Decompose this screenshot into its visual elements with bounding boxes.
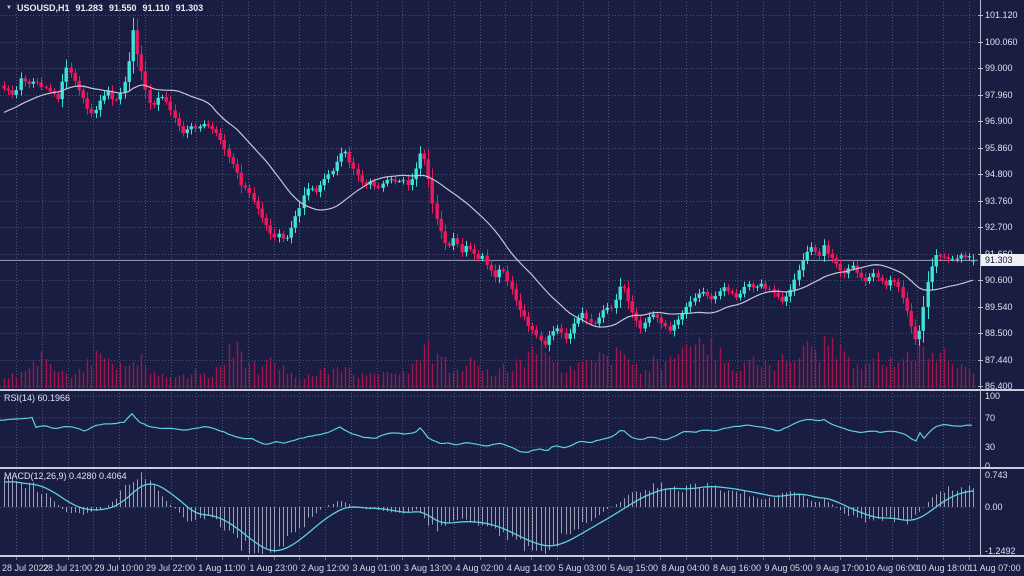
- time-axis-label: 3 Aug 13:00: [403, 563, 453, 573]
- panel-separator-macd[interactable]: [0, 467, 1024, 469]
- panel-separator-timeaxis: [0, 555, 1024, 557]
- time-axis-label: 4 Aug 02:00: [455, 563, 504, 573]
- bar-high-value: 91.550: [109, 3, 137, 13]
- time-axis-label: 11 Aug 07:00: [968, 563, 1021, 573]
- time-axis-label: 9 Aug 05:00: [764, 563, 813, 573]
- rsi-scale-label: 70: [985, 413, 996, 423]
- time-axis-label: 28 Jul 21:00: [42, 563, 93, 573]
- macd-scale-label: -1.2492: [985, 546, 1016, 556]
- time-axis-label: 10 Aug 06:00: [864, 563, 919, 573]
- bar-low-value: 91.110: [142, 3, 170, 13]
- time-axis-label: 8 Aug 16:00: [712, 563, 762, 573]
- price-axis-label: 95.860: [985, 142, 1013, 153]
- price-axis-label: 100.060: [985, 36, 1018, 47]
- price-axis-label: 86.400: [985, 381, 1013, 391]
- time-axis-label: 29 Jul 10:00: [94, 563, 144, 573]
- price-axis-label: 101.120: [985, 10, 1018, 20]
- bar-open-value: 91.283: [75, 3, 103, 13]
- macd-scale-label: 0.00: [985, 502, 1003, 512]
- rsi-indicator-label: RSI(14) 60.1966: [4, 393, 71, 403]
- time-axis-label: 10 Aug 18:00: [916, 563, 970, 573]
- price-axis-label: 97.960: [985, 89, 1013, 100]
- time-axis-label: 8 Aug 04:00: [661, 563, 710, 573]
- time-axis-label: 3 Aug 01:00: [352, 563, 401, 573]
- price-axis-label: 93.760: [985, 195, 1013, 206]
- price-axis-label: 90.600: [985, 275, 1013, 285]
- symbol-info-line: ▼ USOUSD,H1 91.283 91.550 91.110 91.303: [6, 3, 203, 13]
- time-axis-label: 29 Jul 22:00: [145, 563, 196, 573]
- time-axis-label: 5 Aug 03:00: [558, 563, 607, 573]
- time-axis-label: 9 Aug 17:00: [815, 563, 865, 573]
- time-axis-label: 1 Aug 11:00: [198, 563, 246, 573]
- time-axis-label: 1 Aug 23:00: [249, 563, 298, 573]
- collapse-triangle-icon[interactable]: ▼: [6, 5, 12, 11]
- time-axis-label: 2 Aug 12:00: [300, 563, 350, 573]
- price-axis-label: 87.440: [985, 354, 1013, 365]
- current-price-tag: 91.303: [981, 254, 1024, 266]
- macd-indicator-label: MACD(12,26,9) 0.4280 0.4064: [4, 471, 127, 481]
- price-axis-label: 94.800: [985, 169, 1013, 179]
- symbol-period-label: USOUSD,H1: [16, 3, 70, 13]
- rsi-scale-label: 0: [985, 461, 991, 471]
- bar-close-value: 91.303: [175, 3, 204, 13]
- macd-scale-label: 0.743: [985, 470, 1008, 480]
- time-axis-label: 28 Jul 2022: [2, 563, 49, 573]
- rsi-scale-label: 30: [985, 442, 996, 452]
- price-axis-border: [980, 0, 981, 556]
- rsi-scale-label: 100: [985, 391, 1001, 401]
- panel-separator-rsi[interactable]: [0, 389, 1024, 391]
- time-axis-label: 5 Aug 15:00: [609, 563, 659, 573]
- price-axis-label: 96.900: [985, 116, 1013, 126]
- price-axis-label: 88.500: [985, 328, 1013, 338]
- price-axis-label: 91.660: [985, 249, 1013, 259]
- time-axis-label: 4 Aug 14:00: [506, 563, 556, 573]
- price-axis-label: 89.540: [985, 301, 1013, 312]
- price-axis-label: 92.700: [985, 222, 1013, 232]
- price-axis-label: 99.000: [985, 63, 1013, 73]
